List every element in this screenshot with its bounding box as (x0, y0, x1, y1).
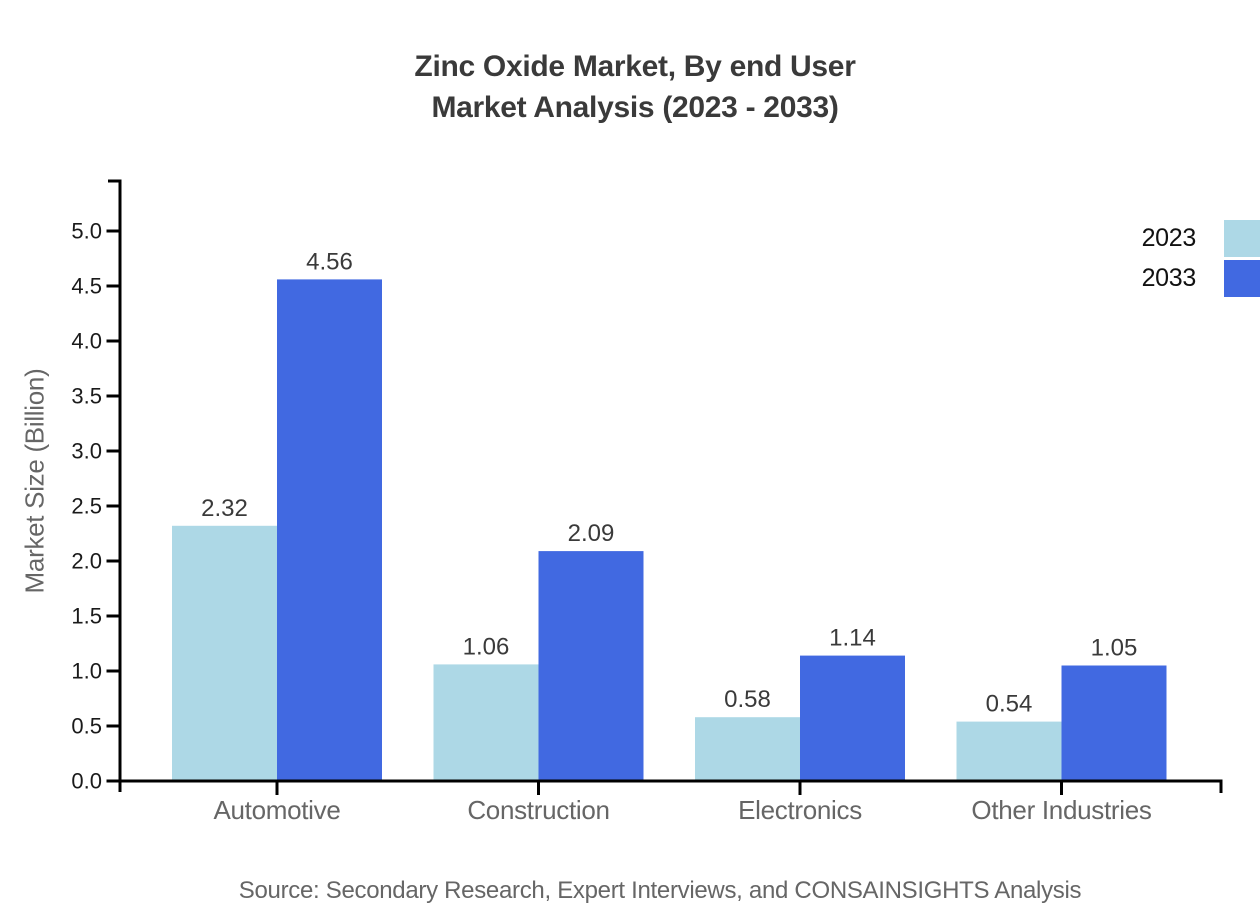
legend-swatch-2033 (1224, 260, 1260, 297)
bar-2023-automotive (172, 525, 277, 781)
legend-item-2033: 2033 (1040, 260, 1260, 297)
y-axis-tick-label: 4.0 (71, 329, 102, 354)
y-axis-tick-label: 5.0 (71, 219, 102, 244)
value-label-2033-construction: 2.09 (568, 520, 615, 547)
y-axis-tick-label: 3.5 (71, 384, 102, 409)
value-label-2023-automotive: 2.32 (201, 495, 248, 522)
bar-2023-construction (433, 664, 539, 781)
chart-title-line-1: Zinc Oxide Market, By end User (414, 50, 856, 83)
bar-2033-other-industries (1061, 665, 1167, 781)
category-label-construction: Construction (467, 795, 609, 825)
y-axis-tick-label: 4.5 (71, 274, 102, 299)
value-label-2023-construction: 1.06 (463, 633, 510, 660)
category-label-electronics: Electronics (738, 795, 862, 825)
y-axis-tick-label: 0.0 (71, 769, 102, 794)
bar-2033-construction (538, 551, 644, 781)
category-label-automotive: Automotive (213, 795, 340, 825)
bar-2023-other-industries (956, 721, 1062, 781)
y-axis-tick-label: 3.0 (71, 439, 102, 464)
legend-item-2023: 2023 (1040, 220, 1260, 257)
legend-label-2023: 2023 (1141, 224, 1197, 252)
value-label-2023-other-industries: 0.54 (986, 691, 1033, 718)
y-axis-tick-label: 0.5 (71, 714, 102, 739)
legend-label-2033: 2033 (1141, 264, 1197, 292)
bar-2033-automotive (277, 279, 382, 781)
y-axis-tick-label: 1.0 (71, 659, 102, 684)
value-label-2033-automotive: 4.56 (306, 248, 353, 275)
y-axis-tick-label: 2.0 (71, 549, 102, 574)
chart-title-line-2: Market Analysis (2023 - 2033) (431, 91, 839, 124)
value-label-2023-electronics: 0.58 (724, 686, 771, 713)
source-note: Source: Secondary Research, Expert Inter… (238, 877, 1082, 904)
value-label-2033-other-industries: 1.05 (1091, 635, 1138, 662)
legend-swatch-2023 (1224, 220, 1260, 257)
y-axis-tick-label: 2.5 (71, 494, 102, 519)
value-label-2033-electronics: 1.14 (829, 625, 876, 652)
y-axis-tick-label: 1.5 (71, 604, 102, 629)
bar-2023-electronics (695, 717, 800, 781)
category-label-other-industries: Other Industries (971, 795, 1151, 825)
bar-2033-electronics (800, 655, 905, 781)
chart-title: Zinc Oxide Market, By end User Market An… (0, 46, 1260, 128)
